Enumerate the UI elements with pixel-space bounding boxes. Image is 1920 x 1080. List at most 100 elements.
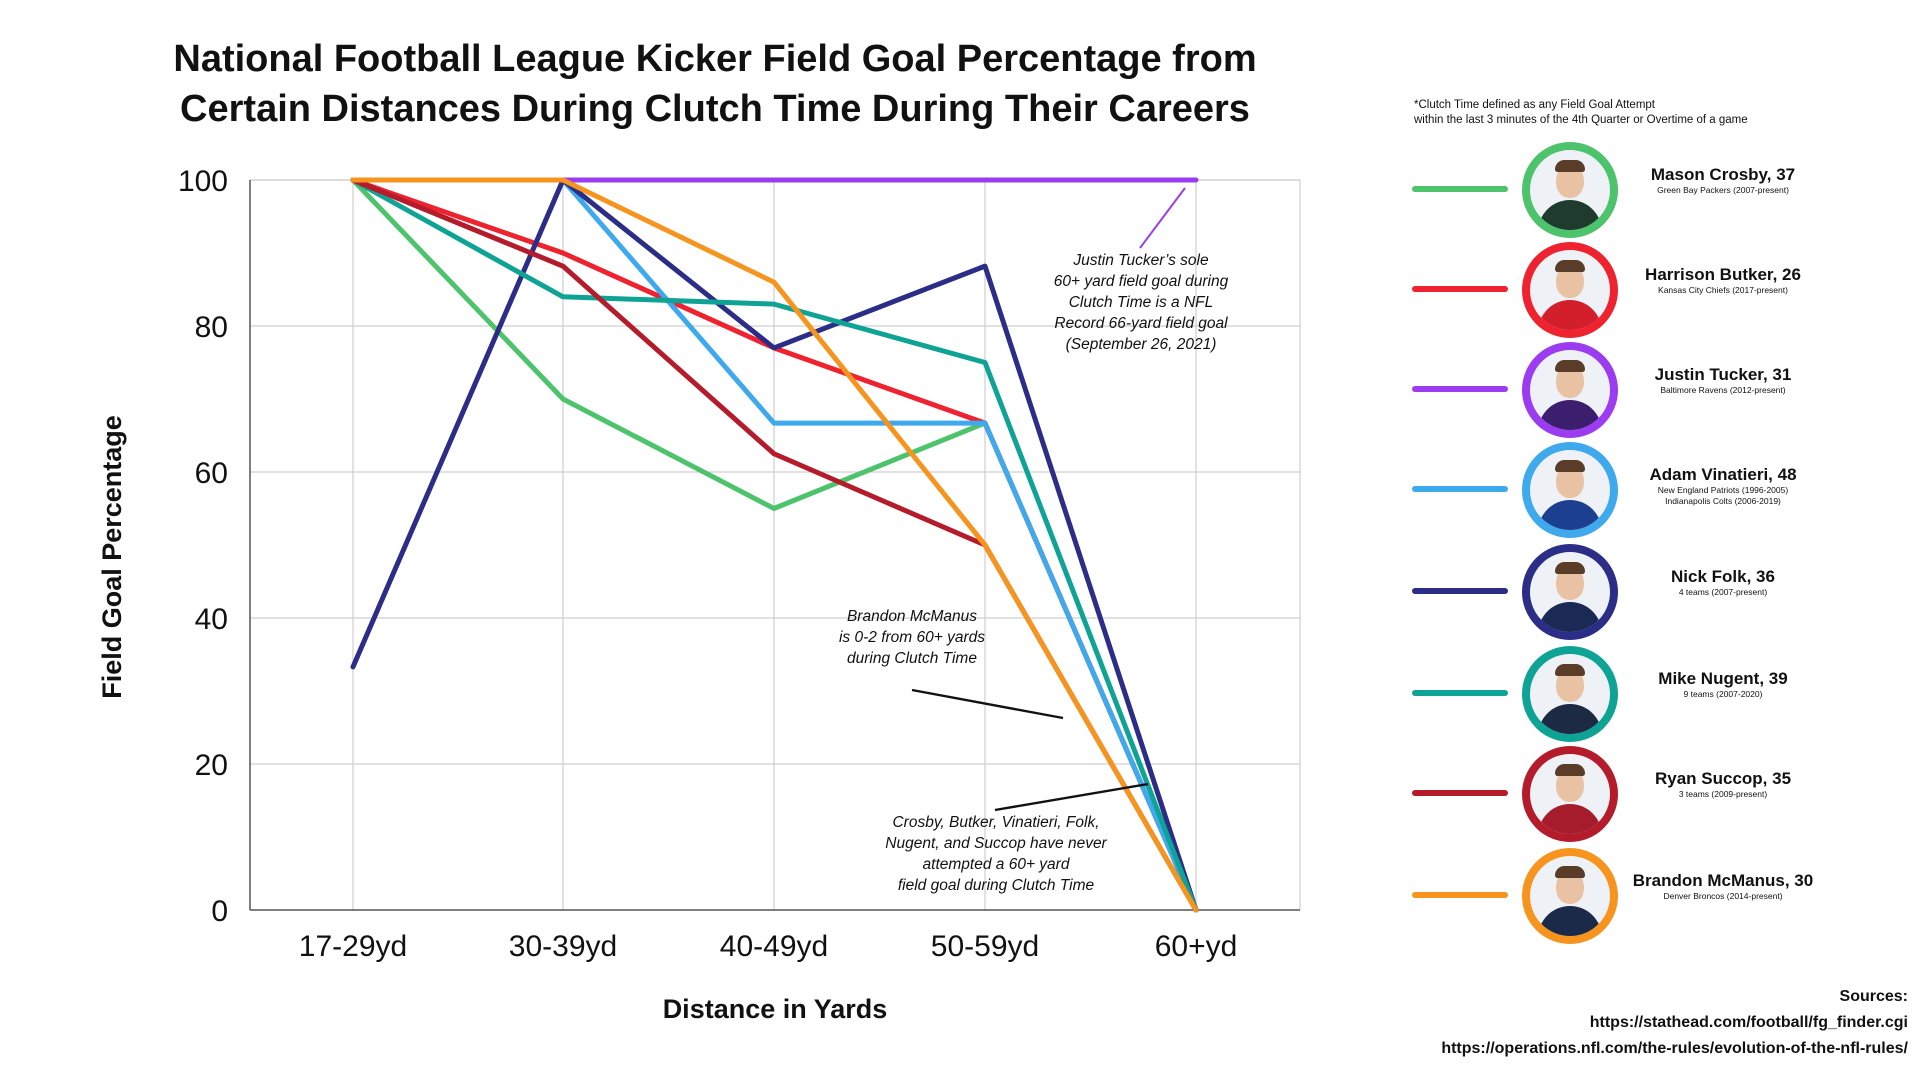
annotation-line: during Clutch Time (847, 650, 977, 667)
player-name: Mike Nugent, 39 (1658, 669, 1788, 688)
player-team: 9 teams (2007-2020) (1683, 689, 1763, 699)
clutch-time-footnote: *Clutch Time defined as any Field Goal A… (1414, 98, 1748, 128)
series-lines (350, 177, 1199, 913)
player-name: Harrison Butker, 26 (1645, 265, 1801, 284)
player-info: Nick Folk, 36 4 teams (2007-present) (1618, 566, 1828, 598)
source-link[interactable]: https://operations.nfl.com/the-rules/evo… (1441, 1040, 1908, 1057)
avatar-jersey (1538, 602, 1602, 632)
legend-item: Mike Nugent, 39 9 teams (2007-2020) (1400, 646, 1920, 742)
annotation-never-attempted: Crosby, Butker, Vinatieri, Folk, Nugent,… (856, 812, 1136, 896)
player-team: Denver Broncos (2014-present) (1663, 891, 1783, 901)
annotation-line: Brandon McManus (846, 608, 978, 625)
legend-line-swatch (1412, 186, 1508, 192)
y-tick-label: 0 (211, 895, 228, 928)
legend-line-swatch (1412, 790, 1508, 796)
player-info: Brandon McManus, 30 Denver Broncos (2014-… (1618, 870, 1828, 902)
footnote-line: *Clutch Time defined as any Field Goal A… (1414, 99, 1655, 111)
avatar-hair (1555, 562, 1585, 574)
series-line-mike-nugent (350, 177, 1199, 913)
avatar-hair (1555, 664, 1585, 676)
annotation-tucker: Justin Tucker’s sole 60+ yard field goal… (1026, 250, 1256, 355)
legend-line-swatch (1412, 386, 1508, 392)
annotation-line: Record 66-yard field goal (1054, 315, 1228, 332)
source-link[interactable]: https://stathead.com/football/fg_finder.… (1589, 1014, 1908, 1031)
avatar-jersey (1538, 200, 1602, 230)
legend-item: Harrison Butker, 26 Kansas City Chiefs (2… (1400, 242, 1920, 338)
chart-title-line: National Football League Kicker Field Go… (173, 38, 1257, 80)
y-tick-label: 80 (195, 311, 228, 344)
mcmanus-pointer (911, 688, 1064, 720)
x-tick-label: 60+yd (1155, 930, 1238, 963)
avatar-hair (1555, 460, 1585, 472)
never-attempted-pointer (994, 782, 1149, 812)
avatar-hair (1555, 866, 1585, 878)
y-tick-label: 20 (195, 749, 228, 782)
annotation-line: Crosby, Butker, Vinatieri, Folk, (892, 814, 1100, 831)
avatar-hair (1555, 360, 1585, 372)
series-line-nick-folk (350, 177, 1199, 913)
legend-item: Nick Folk, 36 4 teams (2007-present) (1400, 544, 1920, 640)
legend-line-swatch (1412, 690, 1508, 696)
player-photo-avatar (1522, 442, 1618, 538)
legend-line-swatch (1412, 588, 1508, 594)
legend-item: Brandon McManus, 30 Denver Broncos (2014-… (1400, 848, 1920, 944)
player-photo-avatar (1522, 746, 1618, 842)
chart-title-line: Certain Distances During Clutch Time Dur… (180, 88, 1250, 130)
legend-line-swatch (1412, 286, 1508, 292)
player-team: Green Bay Packers (2007-present) (1657, 185, 1789, 195)
player-name: Justin Tucker, 31 (1654, 365, 1792, 384)
annotation-line: field goal during Clutch Time (897, 877, 1095, 894)
annotation-line: Clutch Time is a NFL (1068, 294, 1214, 311)
player-photo-avatar (1522, 544, 1618, 640)
legend-line-swatch (1412, 486, 1508, 492)
annotation-line: 60+ yard field goal during (1053, 273, 1229, 290)
player-team: Indianapolis Colts (2006-2019) (1665, 496, 1781, 506)
avatar-hair (1555, 260, 1585, 272)
player-team: New England Patriots (1996-2005) (1657, 485, 1789, 495)
annotation-pointers (911, 187, 1186, 812)
player-team: 3 teams (2009-present) (1678, 789, 1768, 799)
annotation-mcmanus: Brandon McManus is 0-2 from 60+ yards du… (812, 606, 1012, 669)
avatar-hair (1555, 160, 1585, 172)
legend-item: Mason Crosby, 37 Green Bay Packers (2007-… (1400, 142, 1920, 238)
player-photo-avatar (1522, 848, 1618, 944)
sources: Sources: https://stathead.com/football/f… (1441, 984, 1908, 1062)
tucker-pointer (1139, 187, 1186, 249)
annotation-line: Justin Tucker’s sole (1073, 252, 1209, 269)
x-tick-label: 30-39yd (509, 930, 617, 963)
avatar-jersey (1538, 300, 1602, 330)
player-team: Baltimore Ravens (2012-present) (1660, 385, 1786, 395)
sources-heading: Sources: (1839, 988, 1908, 1005)
player-photo-avatar (1522, 142, 1618, 238)
y-tick-label: 60 (195, 457, 228, 490)
player-info: Harrison Butker, 26 Kansas City Chiefs (2… (1618, 264, 1828, 296)
avatar-jersey (1538, 906, 1602, 936)
avatar-jersey (1538, 500, 1602, 530)
avatar-jersey (1538, 804, 1602, 834)
player-photo-avatar (1522, 242, 1618, 338)
annotation-line: Nugent, and Succop have never (885, 835, 1107, 852)
x-tick-label: 40-49yd (720, 930, 828, 963)
avatar-jersey (1538, 400, 1602, 430)
player-photo-avatar (1522, 646, 1618, 742)
y-tick-label: 40 (195, 603, 228, 636)
legend-item: Ryan Succop, 35 3 teams (2009-present) (1400, 746, 1920, 842)
x-tick-label: 17-29yd (299, 930, 407, 963)
tick-labels: 0 20 40 60 80 100 17-29yd 30-39yd 40-49yd 50-59yd… (178, 165, 1237, 963)
player-info: Adam Vinatieri, 48 New England Patriots (… (1618, 464, 1828, 507)
legend: Mason Crosby, 37 Green Bay Packers (2007-… (1400, 138, 1920, 958)
player-name: Adam Vinatieri, 48 (1649, 465, 1797, 484)
player-info: Mason Crosby, 37 Green Bay Packers (2007-… (1618, 164, 1828, 196)
x-axis-title: Distance in Yards (663, 994, 888, 1024)
chart-title: National Football League Kicker Field Go… (130, 34, 1300, 134)
legend-item: Adam Vinatieri, 48 New England Patriots (… (1400, 442, 1920, 538)
legend-line-swatch (1412, 892, 1508, 898)
avatar-jersey (1538, 704, 1602, 734)
player-team: Kansas City Chiefs (2017-present) (1658, 285, 1788, 295)
x-tick-label: 50-59yd (931, 930, 1039, 963)
player-name: Mason Crosby, 37 (1650, 165, 1796, 184)
series-line-brandon-mcmanus (350, 177, 1199, 913)
legend-item: Justin Tucker, 31 Baltimore Ravens (2012-… (1400, 342, 1920, 438)
player-name: Ryan Succop, 35 (1654, 769, 1792, 788)
